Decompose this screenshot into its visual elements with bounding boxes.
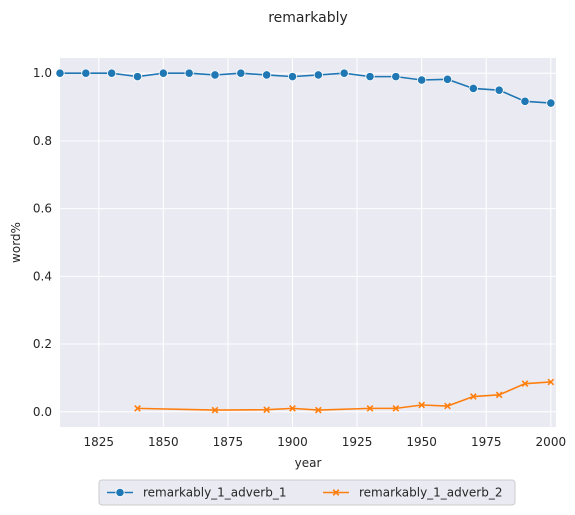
x-tick-label: 1850 [148,435,179,449]
x-tick-label: 2000 [536,435,567,449]
data-point [366,405,374,412]
data-point [262,70,272,80]
x-tick-label: 1900 [277,435,308,449]
data-point [444,402,451,410]
data-point [442,74,453,84]
data-point [392,405,400,412]
gridlines [60,58,556,427]
y-tick-label: 1.0 [33,66,52,80]
legend-label: remarkably_1_adverb_2 [359,486,502,500]
data-point [391,72,401,82]
data-point [468,83,478,94]
y-tick-label: 0.0 [33,405,52,419]
plot-area [60,58,556,427]
x-tick-label: 1875 [213,435,244,449]
data-point [134,405,141,412]
data-point [210,70,220,80]
series-1 [55,68,556,108]
data-point [314,406,322,414]
data-point [494,85,504,95]
data-point [236,68,246,78]
y-tick-label: 0.8 [33,134,52,148]
data-point [184,68,194,78]
data-point [547,378,555,386]
data-point [521,380,529,388]
data-point [418,401,426,409]
data-point [495,391,503,399]
legend-marker [115,487,125,498]
data-point [339,68,349,78]
legend: remarkably_1_adverb_1 remarkably_1_adverb… [98,479,516,506]
series-layer [55,68,556,414]
data-point [546,98,556,108]
x-tick-label: 1925 [342,435,373,449]
legend-marker [332,489,340,496]
data-point [55,68,65,78]
data-point [81,68,91,78]
y-axis-ticks: 0.0 0.2 0.4 0.6 0.8 1.0 [33,66,52,419]
series-2 [134,378,555,414]
data-point [289,405,296,412]
legend-label: remarkably_1_adverb_1 [143,486,286,500]
data-point [520,96,530,106]
data-point [158,68,168,78]
data-point [107,68,117,78]
x-tick-label: 1975 [471,435,502,449]
chart-title: remarkably [268,10,348,26]
data-point [211,406,219,414]
data-point [132,72,143,82]
legend-item: remarkably_1_adverb_1 [107,486,286,500]
x-axis-ticks: 1825 1850 1875 1900 1925 1950 1975 2000 [83,435,566,449]
x-tick-label: 1950 [406,435,437,449]
y-tick-label: 0.6 [33,202,52,216]
legend-item: remarkably_1_adverb_2 [323,486,502,500]
data-point [417,75,427,85]
data-point [313,70,323,80]
legend-box [98,479,516,506]
data-point [263,406,271,414]
x-axis-label: year [295,456,322,470]
x-tick-label: 1825 [83,435,114,449]
y-tick-label: 0.2 [33,337,52,351]
data-point [365,72,375,82]
y-axis-label: word% [9,222,23,263]
y-tick-label: 0.4 [33,269,52,283]
data-point [469,393,477,400]
data-point [287,72,298,82]
